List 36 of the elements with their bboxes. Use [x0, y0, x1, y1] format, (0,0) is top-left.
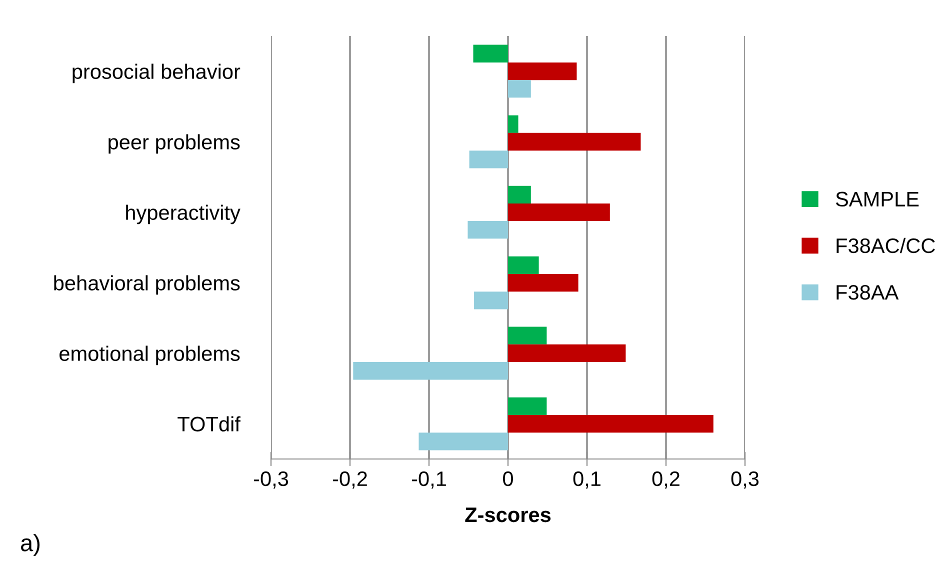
bar — [508, 414, 714, 433]
bar — [508, 186, 531, 204]
x-tick-label: 0,1 — [573, 471, 600, 489]
bar — [469, 150, 508, 168]
x-axis-title: Z-scores — [465, 508, 551, 522]
bar — [508, 326, 547, 344]
x-tick-label: -0,2 — [332, 471, 367, 489]
bar — [418, 432, 508, 450]
bar — [508, 274, 578, 292]
bar — [508, 62, 577, 80]
x-tick-label: 0 — [503, 471, 513, 486]
legend-label: F38AC/CC — [836, 238, 935, 254]
y-tick-label: hyperactivity — [126, 204, 240, 224]
y-tick-label: peer problems — [108, 134, 240, 154]
x-tick-label: -0,3 — [254, 471, 288, 489]
text: a) — [21, 534, 40, 556]
bar — [508, 203, 610, 222]
x-tick-label: 0,2 — [652, 471, 680, 489]
legend-label: F38AA — [836, 285, 899, 300]
bar — [508, 132, 641, 151]
legend-label: SAMPLE — [836, 192, 919, 207]
x-tick-label: 0,3 — [731, 471, 759, 489]
bar — [353, 362, 508, 380]
y-tick-label: behavioral problems — [54, 275, 240, 295]
bar — [508, 80, 531, 98]
bar — [474, 292, 508, 310]
x-tick-label: -0,1 — [412, 471, 446, 489]
bar — [508, 397, 547, 415]
y-tick-label: prosocial behavior — [72, 64, 240, 84]
bar — [508, 115, 518, 133]
bar — [473, 44, 508, 62]
bar — [468, 221, 508, 239]
y-tick-label: emotional problems — [60, 346, 240, 366]
y-tick-label: TOTdif — [178, 416, 240, 432]
bar — [508, 344, 626, 362]
bar — [508, 256, 539, 274]
